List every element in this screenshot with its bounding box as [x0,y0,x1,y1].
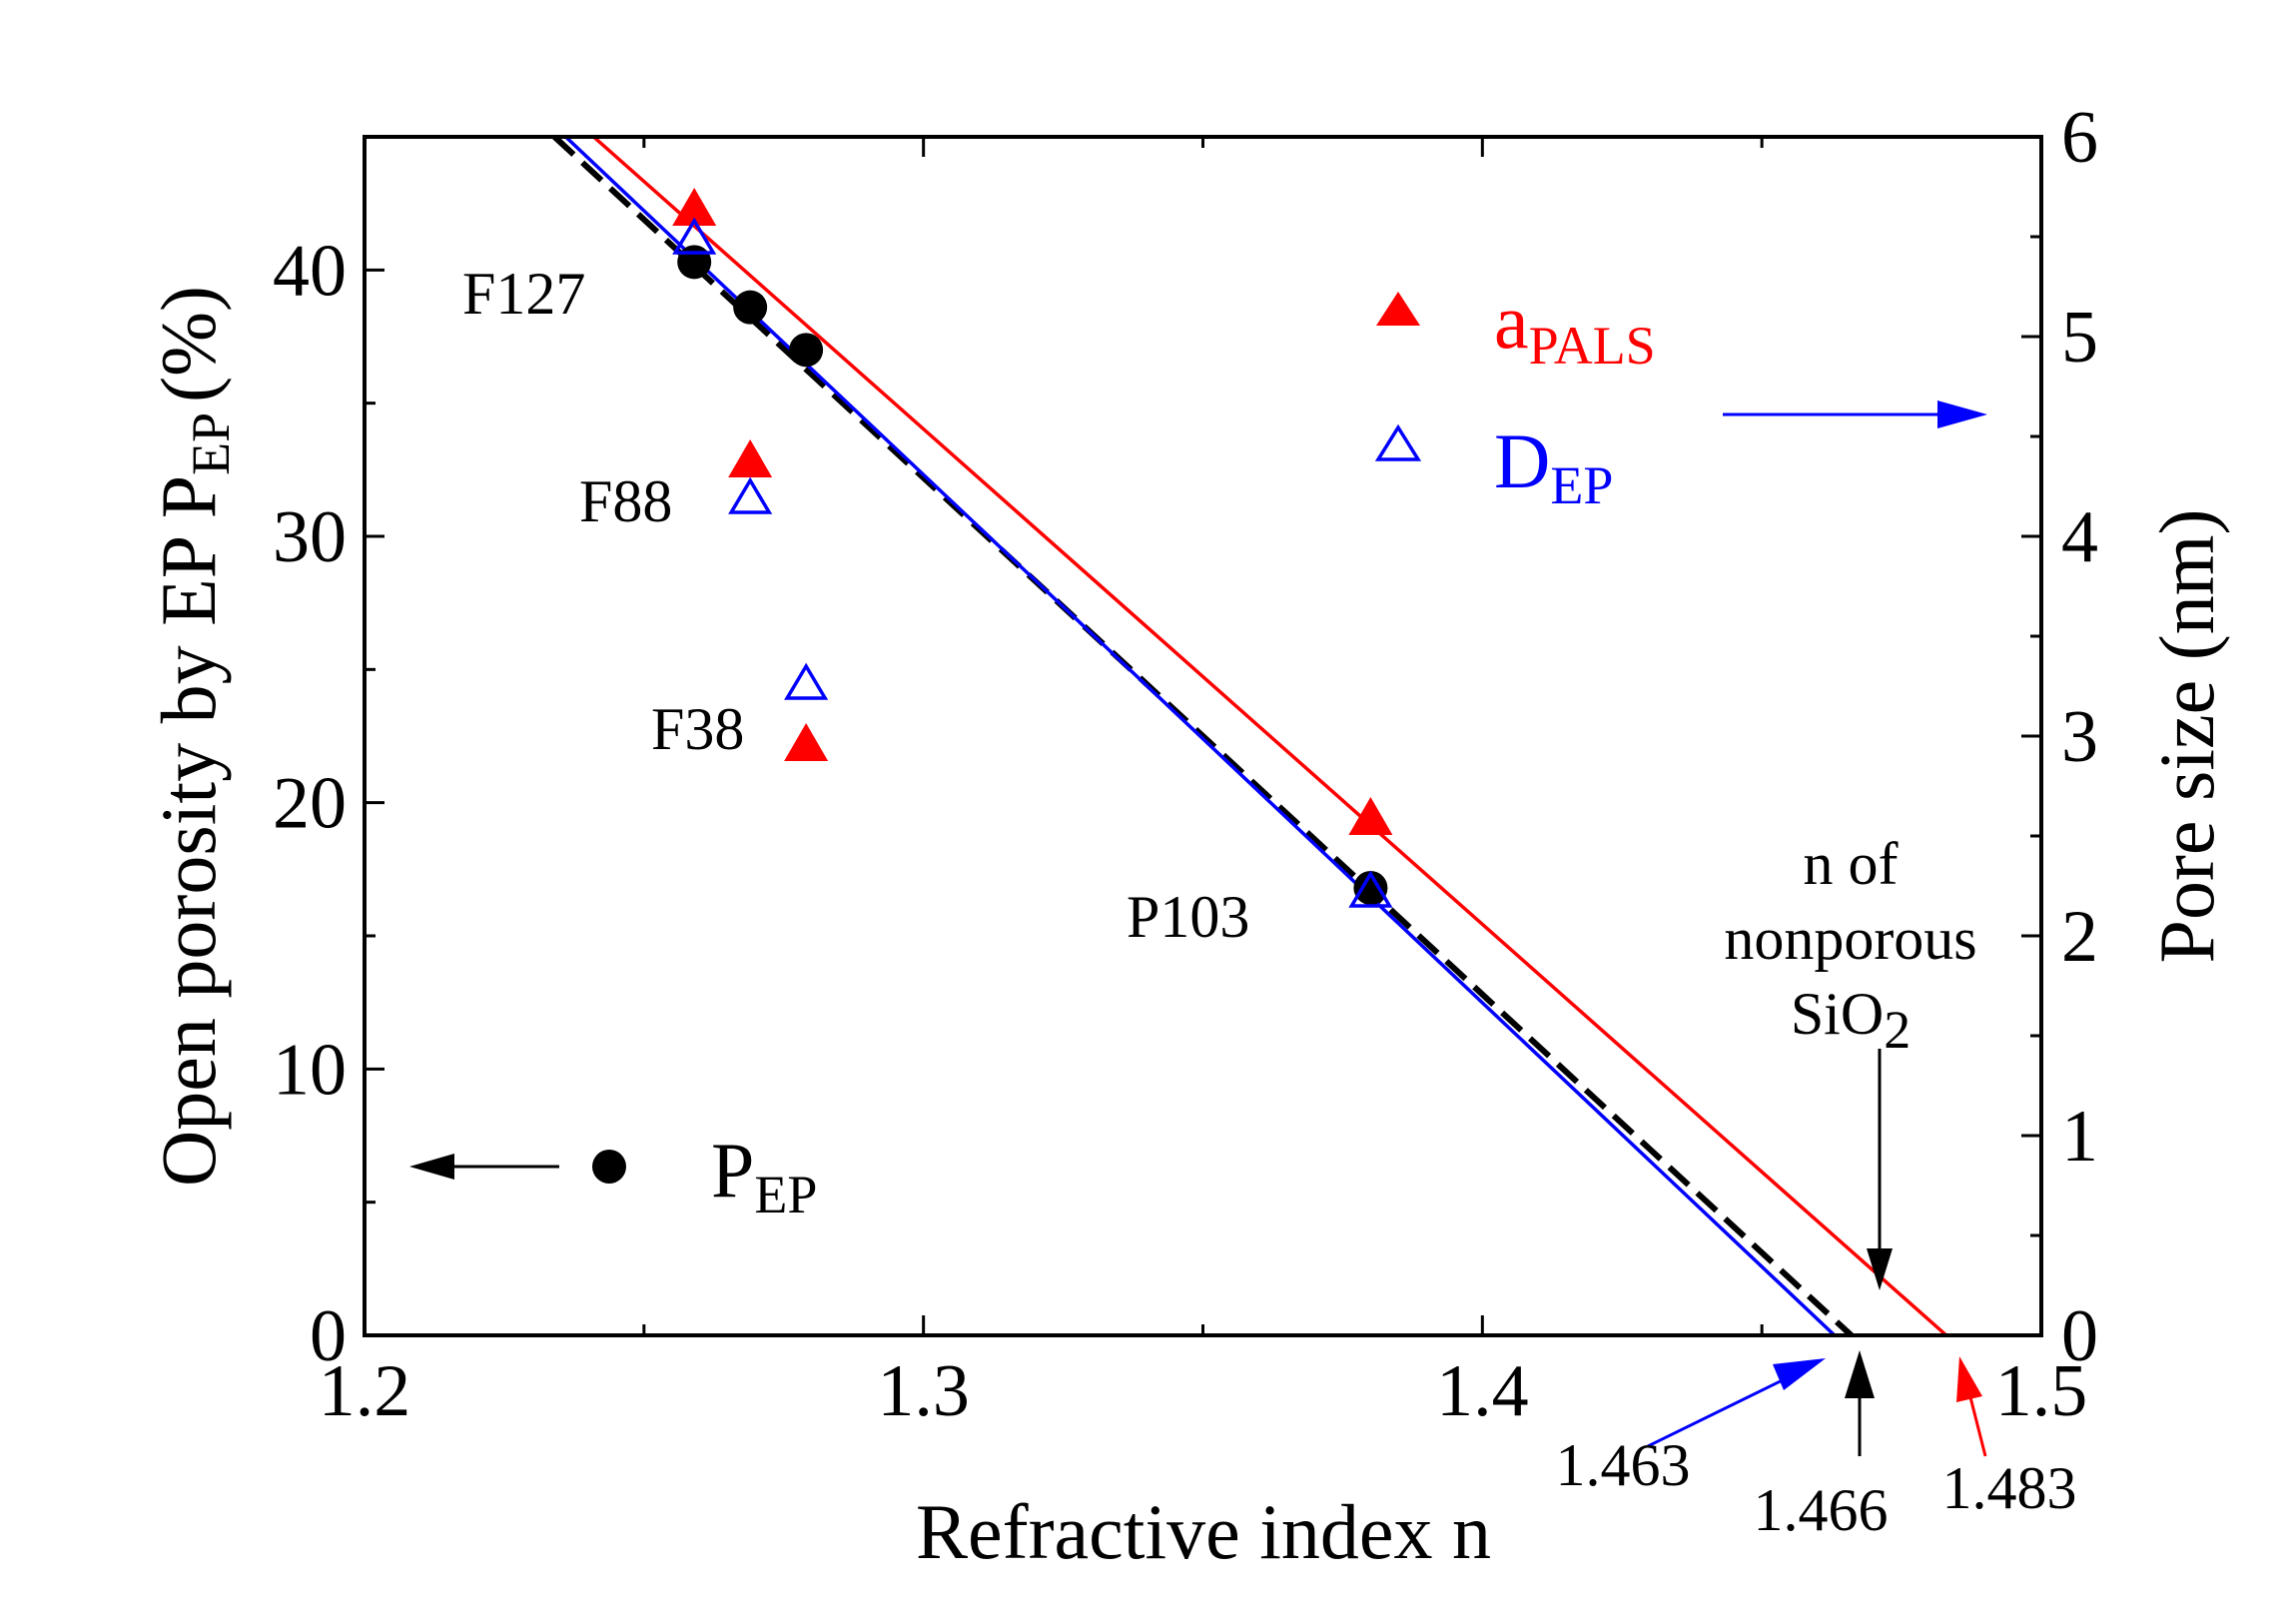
fit-line-d-ep-fit [564,135,1837,1337]
y-left-tick-label: 0 [310,1295,347,1377]
x-tick-label: 1.3 [877,1350,970,1432]
label-f127: F127 [462,261,585,327]
legend-label-d-ep: DEP [1494,417,1613,515]
x-tick-label: 1.4 [1436,1350,1529,1432]
legend-marker-a-pals [1376,292,1420,326]
y-right-tick-label: 1 [2061,1096,2098,1178]
legend-p-ep-sub: EP [754,1165,817,1224]
y-left-tick-label: 30 [273,496,347,578]
legend-label-a-pals: aPALS [1494,278,1656,376]
y-right-tick-label: 6 [2061,97,2098,179]
y-right-tick-label: 3 [2061,696,2098,778]
left-axis-indicator-arrowhead [409,1154,454,1180]
label-n-black: 1.466 [1754,1477,1889,1543]
y-left-title-unit: (%) [145,286,232,403]
data-point-a-pals [672,188,717,226]
legend-d-ep-sub: EP [1550,455,1613,515]
data-point-a-pals [728,439,773,477]
data-point-p-ep [677,245,712,280]
data-point-d-ep [1348,870,1393,908]
n-blue-arrowhead [1773,1358,1826,1390]
label-p103: P103 [1127,884,1249,950]
fit-line-a-pals-fit [592,135,1948,1337]
legend-a-pals-sub: PALS [1529,316,1656,376]
y-left-title-main: Open porosity by EP P [145,475,232,1187]
y-left-tick-label: 40 [273,230,347,312]
fit-lines [552,134,1948,1338]
label-nonporous-3-sub: 2 [1884,1000,1911,1060]
data-point-a-pals [1348,797,1393,835]
right-axis-indicator-arrowhead [1937,401,1987,428]
label-nonporous-3-main: SiO [1791,981,1884,1047]
y-right-tick-label: 2 [2061,896,2098,978]
legend-marker-p-ep [592,1150,626,1184]
label-nonporous-3: SiO2 [1791,981,1911,1060]
label-nonporous-1: n of [1804,831,1899,897]
label-nonporous-2: nonporous [1724,906,1976,972]
x-tick-label: 1.2 [319,1350,411,1432]
legend-label-p-ep: PEP [711,1127,817,1224]
data-point-d-ep [784,662,829,700]
n-black-arrowhead [1845,1350,1875,1398]
label-f88: F88 [579,468,672,534]
y-left-axis-title: Open porosity by EP PEP (%) [145,286,241,1187]
data-point-d-ep [672,217,717,255]
legend-marker-d-ep [1374,423,1422,461]
label-n-blue: 1.463 [1556,1432,1691,1498]
x-axis-title: Refractive index n [916,1488,1491,1575]
data-point-p-ep [789,333,824,368]
svg-text:Open porosity by EP PEP(%): Open porosity by EP PEP (%) [145,286,241,1187]
fit-line-p-ep-fit [552,134,1854,1338]
y-left-tick-label: 20 [273,763,347,845]
data-markers [672,188,1393,908]
x-tick-label: 1.5 [1995,1350,2088,1432]
data-point-p-ep [733,290,768,325]
y-left-title-sub: EP [181,412,241,475]
legend-d-ep-main: D [1494,417,1550,504]
label-f38: F38 [651,696,744,762]
y-right-tick-label: 4 [2061,496,2098,578]
n-red-arrow [1967,1392,1987,1457]
y-right-axis-title: Pore size (nm) [2143,509,2230,964]
legend-a-pals-main: a [1494,278,1529,365]
label-n-red: 1.483 [1942,1455,2077,1521]
data-point-d-ep [728,476,773,514]
nonporous-arrowhead [1867,1248,1893,1290]
y-right-tick-label: 5 [2061,297,2098,379]
n-red-arrowhead [1956,1356,1982,1402]
data-point-a-pals [784,723,829,761]
data-point-p-ep [1353,871,1388,905]
legend-p-ep-main: P [711,1127,754,1214]
y-right-tick-label: 0 [2061,1295,2098,1377]
n-blue-arrow [1647,1368,1804,1448]
y-left-tick-label: 10 [273,1029,347,1111]
